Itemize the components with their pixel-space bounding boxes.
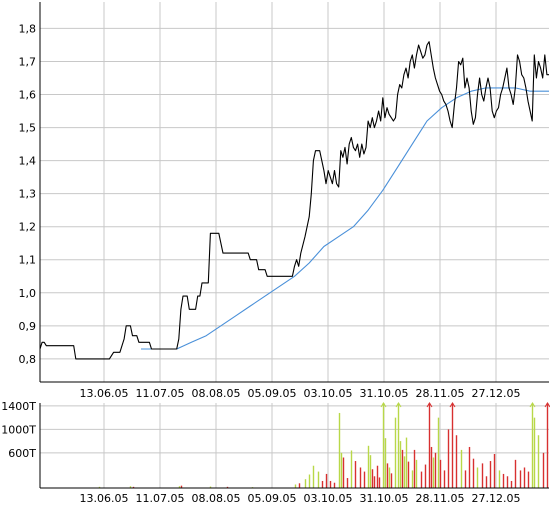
price-x-tick-labels: 13.06.05 11.07.05 08.08.05 05.09.05 03.10.05… [80,387,521,400]
price-x-tick-label: 31.10.05 [360,387,409,400]
price-y-tick-label: 1,2 [19,221,37,234]
price-y-tick-label: 1,0 [19,287,37,300]
volume-x-tick-label: 03.10.05 [304,492,353,505]
volume-x-tick-label: 31.10.05 [360,492,409,505]
price-y-tick-label: 1,6 [19,89,37,102]
price-x-tick-label: 28.11.05 [416,387,465,400]
volume-x-tick-labels: 13.06.05 11.07.05 08.08.05 05.09.05 03.10.05… [80,492,521,505]
volume-x-tick-label: 28.11.05 [416,492,465,505]
price-y-tick-label: 0,9 [19,320,37,333]
price-x-tick-label: 13.06.05 [80,387,129,400]
price-y-tick-label: 1,4 [19,155,37,168]
volume-y-tick-labels: 1400T 1000T 600T [1,400,36,460]
volume-y-tick-label: 600T [8,447,36,460]
price-y-tick-label: 1,8 [19,22,37,35]
volume-x-tick-label: 08.08.05 [192,492,241,505]
price-gridlines [40,2,549,382]
price-y-tick-label: 0,8 [19,353,37,366]
volume-x-tick-label: 11.07.05 [136,492,185,505]
volume-x-tick-label: 27.12.05 [472,492,521,505]
price-plot-frame [40,2,549,382]
volume-gridlines [40,403,549,488]
volume-plot-frame [40,403,549,488]
price-x-tick-label: 03.10.05 [304,387,353,400]
price-x-tick-label: 11.07.05 [136,387,185,400]
moving-average-line [141,88,549,349]
price-y-tick-label: 1,7 [19,55,37,68]
price-y-tick-label: 1,5 [19,122,37,135]
volume-x-tick-label: 05.09.05 [248,492,297,505]
price-line [40,42,549,359]
price-x-tick-label: 05.09.05 [248,387,297,400]
price-x-tick-label: 08.08.05 [192,387,241,400]
price-y-tick-label: 1,1 [19,254,37,267]
price-x-tick-label: 27.12.05 [472,387,521,400]
volume-y-tick-label: 1400T [1,400,36,413]
price-y-tick-labels: 0,8 0,9 1,0 1,1 1,2 1,3 1,4 1,5 1,6 1,7 1,8 [19,22,37,365]
volume-y-tick-label: 1000T [1,423,36,436]
volume-x-tick-label: 13.06.05 [80,492,129,505]
price-y-tick-label: 1,3 [19,188,37,201]
volume-bars [100,403,550,488]
price-series-group [40,42,549,359]
